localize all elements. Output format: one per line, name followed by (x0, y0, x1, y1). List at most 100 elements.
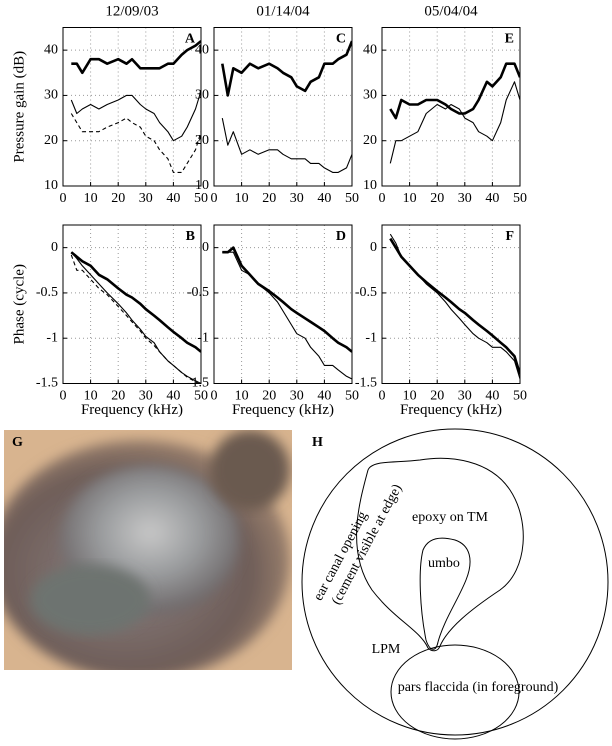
series-line (389, 237, 520, 375)
flaccida-outline (390, 644, 520, 740)
y-tick-label: 20 (44, 133, 58, 148)
series-line (70, 254, 200, 384)
series-line (70, 90, 201, 142)
diagram (301, 428, 609, 740)
y-tick-label: 0 (51, 240, 58, 255)
x-tick-label: 0 (60, 389, 67, 404)
series-line (70, 251, 201, 353)
series-line (389, 62, 520, 120)
x-tick-label: 50 (513, 389, 527, 404)
plot-frame (62, 224, 202, 384)
x-tick-label: 10 (84, 389, 98, 404)
series-line (389, 233, 520, 380)
plot-frame (62, 27, 202, 187)
y-tick-label: 20 (195, 133, 209, 148)
diagram-label: LPM (372, 642, 401, 657)
epoxy-outline (356, 457, 524, 652)
y-tick-label: 20 (363, 133, 377, 148)
y-tick-label: 10 (44, 178, 58, 193)
plot-frame (381, 224, 521, 384)
diagram-label: pars flaccida (in foreground) (398, 680, 559, 695)
x-tick-label: 30 (139, 389, 153, 404)
x-tick-label: 20 (430, 191, 444, 206)
x-tick-label: 40 (317, 389, 331, 404)
plot-frame (381, 27, 521, 187)
x-tick-label: 40 (485, 191, 499, 206)
x-tick-label: 40 (166, 191, 180, 206)
plot-area (221, 40, 352, 173)
y-axis-label: Phase (cycle) (11, 264, 27, 344)
y-tick-label: 10 (195, 178, 209, 193)
panel-label: F (505, 229, 514, 244)
umbo-outline (419, 537, 471, 650)
diagram-label: umbo (428, 556, 460, 571)
x-tick-label: 40 (485, 389, 499, 404)
x-axis-label: Frequency (kHz) (232, 402, 334, 418)
x-axis-label: Frequency (kHz) (400, 402, 502, 418)
x-tick-label: 50 (194, 191, 208, 206)
y-tick-label: 30 (44, 88, 58, 103)
plot-area (222, 246, 352, 380)
chart-title: 12/09/03 (105, 3, 158, 19)
plot-frame (213, 224, 353, 384)
panel-label: D (336, 229, 346, 244)
x-tick-label: 30 (290, 191, 304, 206)
y-tick-label: -1.5 (36, 376, 58, 391)
y-tick-label: -1 (197, 330, 209, 345)
y-tick-label: -0.5 (36, 285, 58, 300)
y-tick-label: 30 (363, 88, 377, 103)
x-tick-label: 20 (430, 389, 444, 404)
y-tick-label: 0 (370, 240, 377, 255)
panel-label: C (336, 32, 346, 47)
x-tick-label: 30 (139, 191, 153, 206)
x-tick-label: 0 (379, 191, 386, 206)
x-tick-label: 20 (111, 389, 125, 404)
x-tick-label: 50 (513, 191, 527, 206)
x-tick-label: 0 (60, 191, 67, 206)
x-tick-label: 40 (166, 389, 180, 404)
plot-area (389, 233, 520, 380)
x-tick-label: 10 (403, 389, 417, 404)
series-line (221, 117, 352, 173)
panel-label: B (186, 229, 195, 244)
x-tick-label: 20 (262, 191, 276, 206)
plot-area (70, 251, 201, 384)
x-tick-label: 10 (403, 191, 417, 206)
series-line (70, 113, 201, 173)
x-tick-label: 40 (317, 191, 331, 206)
y-tick-label: -0.5 (355, 285, 377, 300)
y-tick-label: 0 (202, 240, 209, 255)
x-tick-label: 0 (211, 389, 218, 404)
x-axis-label: Frequency (kHz) (81, 402, 183, 418)
series-line (71, 40, 201, 75)
y-tick-label: 10 (363, 178, 377, 193)
y-tick-label: -1 (46, 330, 58, 345)
series-line (389, 81, 520, 164)
y-tick-label: -1.5 (355, 376, 377, 391)
panel-label: H (312, 435, 323, 450)
y-axis-label: Pressure gain (dB) (11, 51, 27, 163)
series-line (222, 246, 352, 353)
x-tick-label: 50 (345, 191, 359, 206)
x-tick-label: 20 (262, 389, 276, 404)
x-tick-label: 30 (290, 389, 304, 404)
x-tick-label: 0 (379, 389, 386, 404)
x-tick-label: 50 (194, 389, 208, 404)
plot-area (70, 40, 201, 173)
panel-label: G (12, 435, 23, 450)
y-tick-label: 40 (44, 42, 58, 57)
series-line (221, 40, 352, 97)
x-tick-label: 10 (84, 191, 98, 206)
x-tick-label: 20 (111, 191, 125, 206)
x-tick-label: 30 (458, 389, 472, 404)
panel-label: A (185, 32, 196, 47)
y-tick-label: -1 (365, 330, 377, 345)
photo (4, 430, 292, 670)
panel-label: E (505, 32, 514, 47)
x-tick-label: 10 (235, 389, 249, 404)
chart-title: 05/04/04 (424, 3, 478, 19)
y-tick-label: -1.5 (187, 376, 209, 391)
y-tick-label: 40 (195, 42, 209, 57)
x-tick-label: 10 (235, 191, 249, 206)
